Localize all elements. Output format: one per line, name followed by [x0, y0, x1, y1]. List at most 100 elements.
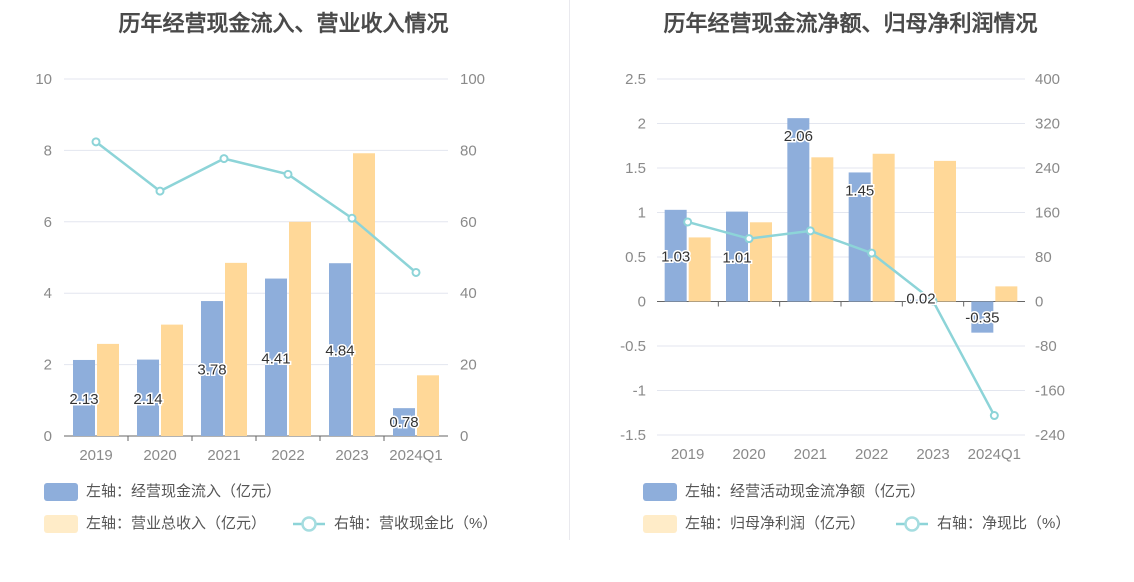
x-tick-label: 2024Q1 [968, 446, 1021, 463]
x-tick-label: 2024Q1 [389, 447, 442, 464]
x-tick-label: 2023 [335, 447, 368, 464]
legend-swatch-blue [643, 483, 677, 502]
line-point [928, 296, 938, 306]
bar-cash-inflow [329, 263, 351, 436]
y-left-tick-label: 2 [638, 116, 646, 133]
data-label: 2.13 [69, 391, 98, 408]
legend-label: 左轴：营业总收入（亿元） [86, 515, 267, 532]
y-right-tick-label: 80 [460, 142, 477, 159]
bar-net-profit [934, 160, 956, 302]
chart-panel-right: 历年经营现金流净额、归母净利润情况 -1.5 -1 -0.5 0 0.5 1 1.5 2 2.5… [567, 0, 1134, 582]
y-left-tick-label: 2 [44, 357, 52, 374]
y-left-tick-label: 1.5 [625, 160, 646, 177]
y-right-tick-label: 160 [1035, 205, 1060, 222]
bar-net-profit [750, 222, 772, 302]
line-point [91, 137, 101, 147]
line-point [219, 154, 229, 164]
data-label: 1.45 [845, 182, 874, 199]
data-label: 4.41 [261, 350, 290, 367]
y-left-tick-label: 10 [35, 71, 52, 88]
y-right-tick-label: 40 [460, 285, 477, 302]
bar-net-profit [688, 237, 711, 302]
legend-label: 左轴：经营活动现金流净额（亿元） [685, 483, 926, 500]
x-tick-label: 2021 [794, 446, 827, 463]
x-tick-label: 2019 [79, 447, 112, 464]
legend-item-net-ratio[interactable]: 右轴：净现比（%） [895, 512, 1070, 533]
data-label: 1.01 [722, 250, 751, 267]
bar-revenue [97, 343, 119, 436]
bar-revenue [289, 221, 311, 436]
legend-item-net-cash[interactable]: 左轴：经营活动现金流净额（亿元） [643, 480, 926, 502]
legend-line-icon [896, 516, 928, 532]
bar-cash-inflow [265, 278, 287, 436]
y-left-tick-label: 1 [638, 205, 646, 222]
bar-net-cash [971, 301, 994, 333]
series-line-ratio [95, 140, 417, 274]
bar-cash-inflow [201, 301, 223, 436]
line-point [989, 411, 999, 421]
data-label: 0.78 [389, 414, 418, 431]
data-label: 2.06 [784, 128, 813, 145]
x-tick-label: 2021 [207, 447, 240, 464]
y-left-tick-label: 0.5 [625, 249, 646, 266]
bar-revenue [161, 324, 183, 436]
bar-net-cash [848, 172, 871, 302]
series-line-ratio [687, 220, 996, 417]
chart-title: 历年经营现金流入、营业收入情况 [118, 11, 449, 36]
legend-item-ratio[interactable]: 右轴：营收现金比（%） [292, 512, 497, 533]
data-label: -0.35 [965, 310, 999, 327]
line-point [805, 226, 815, 236]
bar-cash-inflow [73, 359, 95, 436]
x-tick-label: 2023 [916, 446, 949, 463]
data-label: 2.14 [133, 391, 162, 408]
y-right-tick-label: 0 [1035, 294, 1043, 311]
bar-cash-inflow [393, 408, 415, 436]
legend-line-icon [293, 516, 325, 532]
legend-item-revenue[interactable]: 左轴：营业总收入（亿元） [44, 512, 267, 534]
y-left-tick-label: 2.5 [625, 71, 646, 88]
x-tick-label: 2020 [143, 447, 176, 464]
y-right-tick-label: -80 [1035, 338, 1057, 355]
legend-label: 左轴：归母净利润（亿元） [685, 515, 866, 532]
y-right-tick-label: -240 [1035, 427, 1065, 444]
panel-divider [569, 0, 570, 540]
legend-swatch-blue [44, 483, 78, 502]
bar-net-cash [787, 118, 810, 302]
line-point [283, 169, 293, 179]
data-label: 1.03 [661, 249, 690, 266]
chart-panel-left: 历年经营现金流入、营业收入情况 0 2 4 6 8 10 0 20 40 60 80 100 2019 2… [35, 11, 497, 534]
y-right-tick-label: 240 [1035, 160, 1060, 177]
y-left-tick-label: -1.5 [620, 427, 646, 444]
line-point [867, 248, 877, 258]
line-point [683, 217, 693, 227]
chart-canvas: -1.5 -1 -0.5 0 0.5 1 1.5 2 2.5 -240 -160 -80 0 80 160 2… [620, 71, 1065, 463]
y-left-tick-label: -0.5 [620, 338, 646, 355]
line-point [744, 234, 754, 244]
y-right-tick-label: 100 [460, 71, 485, 88]
y-left-tick-label: 0 [44, 428, 52, 445]
data-label: 0.02 [906, 291, 935, 308]
legend-item-net-profit[interactable]: 左轴：归母净利润（亿元） [643, 512, 866, 534]
bar-revenue [353, 153, 375, 437]
x-tick-label: 2022 [855, 446, 888, 463]
bar-net-profit [872, 153, 895, 302]
y-right-tick-label: 400 [1035, 71, 1060, 88]
y-left-tick-label: -1 [633, 383, 646, 400]
bar-revenue [417, 375, 439, 436]
legend-label: 右轴：营收现金比（%） [334, 515, 498, 532]
bar-net-profit [995, 286, 1018, 302]
bar-net-cash [664, 209, 687, 302]
bar-net-cash [910, 299, 932, 302]
y-left-tick-label: 6 [44, 214, 52, 231]
y-right-tick-label: 0 [460, 428, 468, 445]
line-point [347, 213, 357, 223]
x-tick-label: 2022 [271, 447, 304, 464]
chart-title: 历年经营现金流净额、归母净利润情况 [663, 11, 1038, 36]
x-tick-label: 2020 [732, 446, 765, 463]
line-point [155, 186, 165, 196]
legend-item-cash-inflow[interactable]: 左轴：经营现金流入（亿元） [44, 480, 281, 502]
y-left-tick-label: 4 [44, 285, 52, 302]
y-left-tick-label: 0 [638, 294, 646, 311]
y-left-tick-label: 8 [44, 142, 52, 159]
